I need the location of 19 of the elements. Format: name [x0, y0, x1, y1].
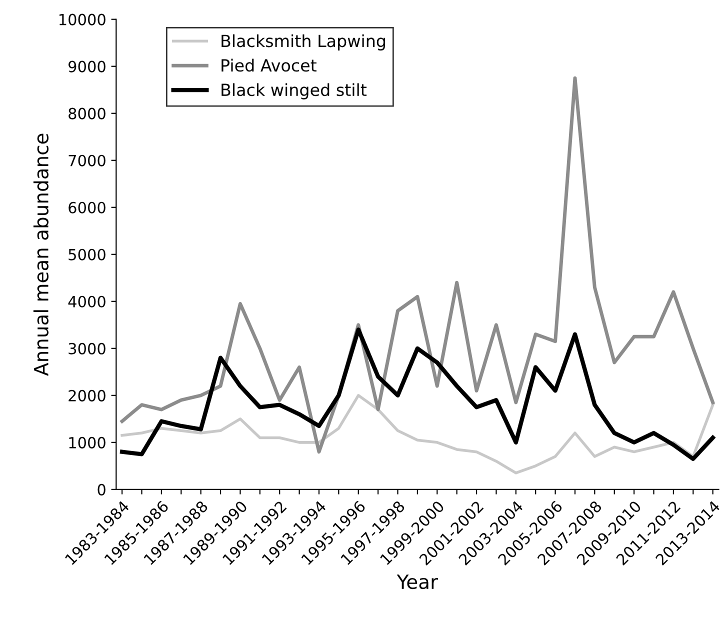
line-series	[120, 394, 714, 474]
y-tick-label: 0	[98, 484, 106, 496]
y-tick-label: 9000	[68, 60, 106, 72]
y-tick-label: 5000	[68, 248, 106, 260]
legend-label: Blacksmith Lapwing	[222, 34, 386, 50]
legend-label: Pied Avocet	[222, 58, 316, 72]
y-tick-label: 8000	[68, 108, 106, 120]
y-tick-label: 4000	[68, 296, 106, 308]
y-tick-label: 6000	[68, 202, 106, 214]
y-axis-title: Annual mean abundance	[33, 134, 49, 376]
y-tick-label: 7000	[68, 154, 106, 166]
line-series	[120, 328, 715, 461]
legend-label: Black winged stilt	[222, 83, 367, 100]
x-axis-title: Year	[396, 574, 438, 590]
y-tick-label: 10000	[60, 14, 106, 26]
y-tick-label: 2000	[68, 390, 106, 402]
y-tick-label: 3000	[68, 342, 106, 354]
line-series	[120, 76, 715, 454]
y-tick-label: 1000	[69, 436, 106, 448]
